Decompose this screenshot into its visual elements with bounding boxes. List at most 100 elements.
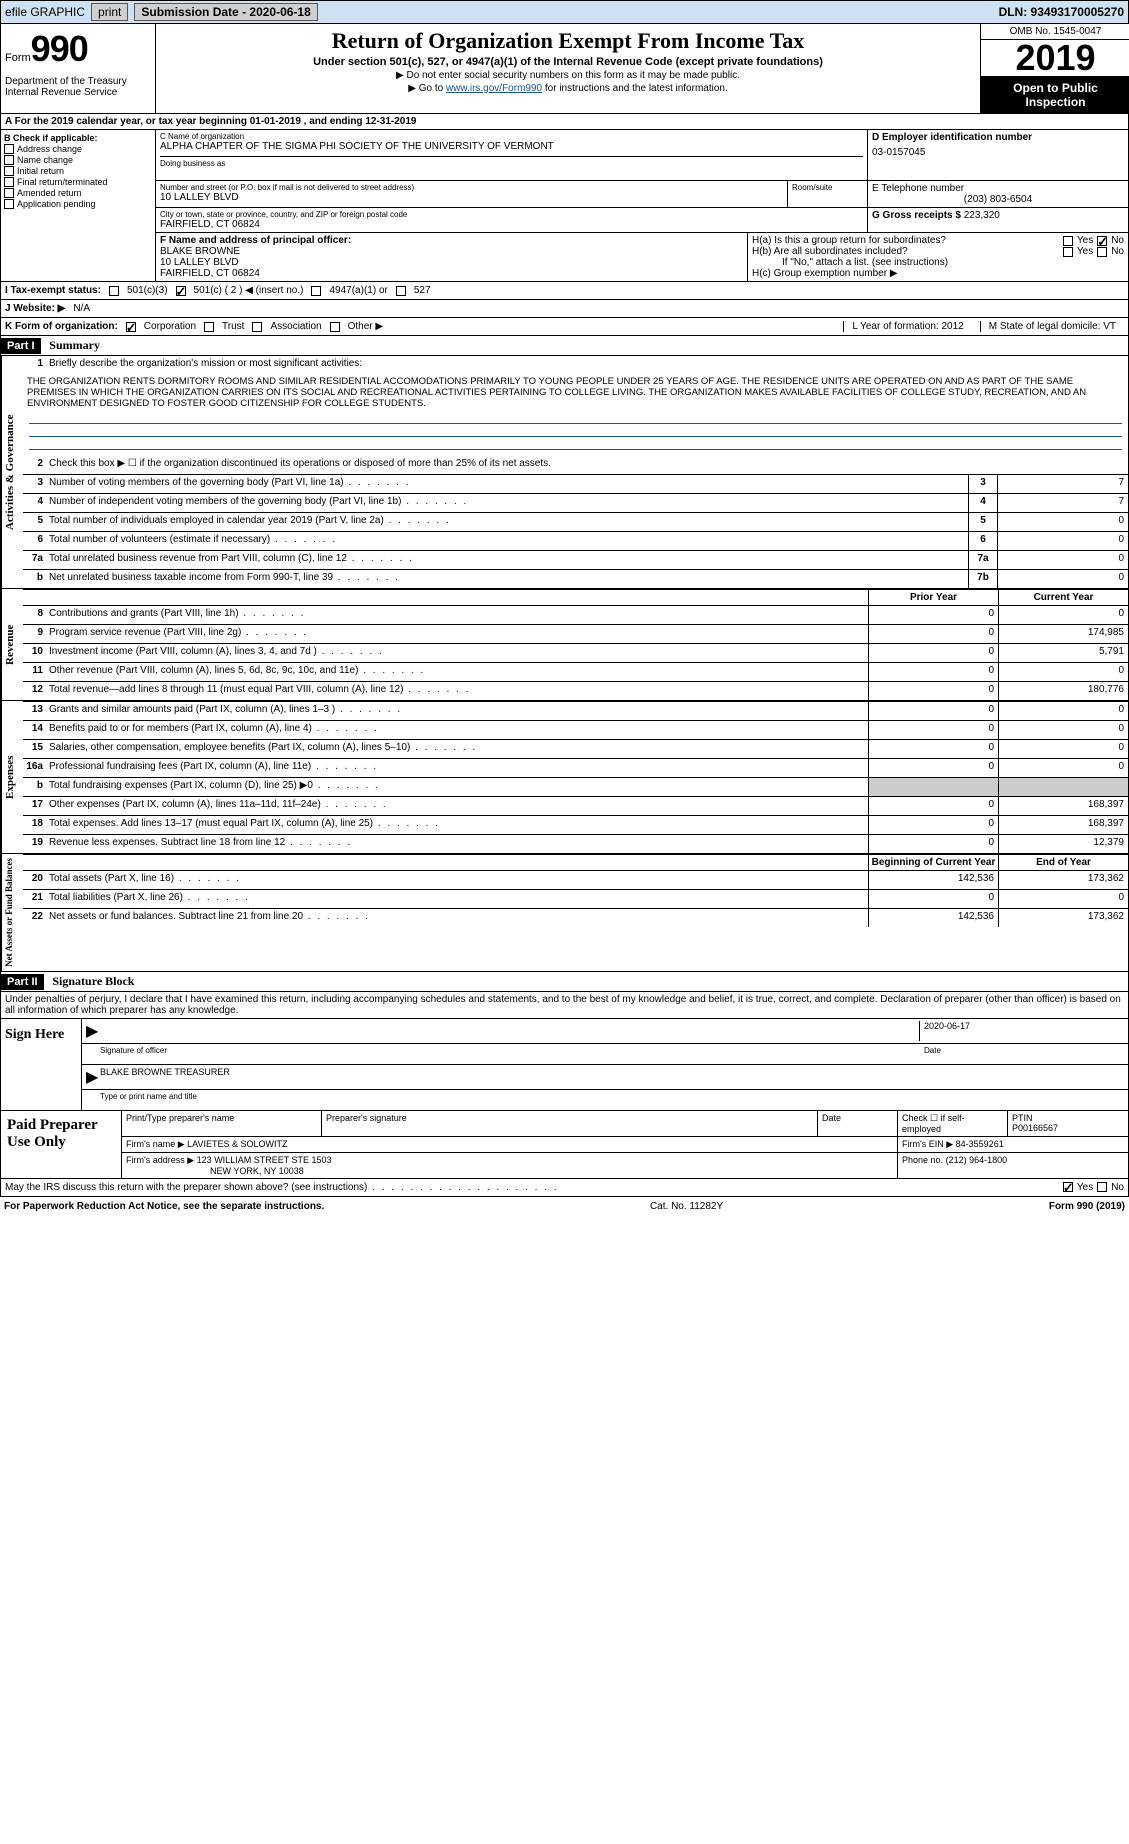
row-desc: Grants and similar amounts paid (Part IX… [47, 702, 868, 720]
end-year-header: End of Year [998, 855, 1128, 870]
prep-h4: Check ☐ if self-employed [898, 1111, 1008, 1136]
sig-name-title: BLAKE BROWNE TREASURER [100, 1067, 1124, 1087]
data-row: 11 Other revenue (Part VIII, column (A),… [23, 662, 1128, 681]
row-current: 12,379 [998, 835, 1128, 853]
row-num: 3 [23, 475, 47, 493]
checkbox-initial-return[interactable] [4, 166, 14, 176]
row-desc: Total revenue—add lines 8 through 11 (mu… [47, 682, 868, 700]
discuss-yes[interactable] [1063, 1182, 1073, 1192]
row-num: b [23, 778, 47, 796]
footer-left: For Paperwork Reduction Act Notice, see … [4, 1201, 324, 1212]
cb-trust[interactable] [204, 322, 214, 332]
line-k: K Form of organization: Corporation Trus… [0, 318, 1129, 336]
row-desc: Total assets (Part X, line 16) [47, 871, 868, 889]
ptin-value: P00166567 [1012, 1123, 1124, 1133]
discuss-text: May the IRS discuss this return with the… [5, 1182, 559, 1193]
checkbox-amended[interactable] [4, 188, 14, 198]
box-g-label: G Gross receipts $ [872, 210, 961, 221]
row-num: 4 [23, 494, 47, 512]
part1-title: Summary [43, 336, 106, 355]
yes-label: Yes [1077, 235, 1093, 246]
firm-phone-label: Phone no. [902, 1155, 943, 1165]
row-num: b [23, 570, 47, 588]
row-num: 15 [23, 740, 47, 758]
mission-text: THE ORGANIZATION RENTS DORMITORY ROOMS A… [23, 374, 1128, 411]
label-final-return: Final return/terminated [17, 177, 108, 187]
gov-row: 7a Total unrelated business revenue from… [23, 550, 1128, 569]
discuss-no[interactable] [1097, 1182, 1107, 1192]
checkbox-name-change[interactable] [4, 155, 14, 165]
form-subtitle: Under section 501(c), 527, or 4947(a)(1)… [162, 56, 974, 68]
data-row: 17 Other expenses (Part IX, column (A), … [23, 796, 1128, 815]
i-label: I Tax-exempt status: [5, 285, 101, 296]
year-formation: L Year of formation: 2012 [843, 321, 971, 332]
row-prior: 0 [868, 835, 998, 853]
cb-assoc[interactable] [252, 322, 262, 332]
print-button[interactable]: print [91, 3, 128, 21]
form990-link[interactable]: www.irs.gov/Form990 [446, 83, 542, 94]
gov-row: b Net unrelated business taxable income … [23, 569, 1128, 588]
officer-addr1: 10 LALLEY BLVD [160, 257, 743, 268]
row-num: 9 [23, 625, 47, 643]
label-amended: Amended return [17, 188, 82, 198]
sign-here-label: Sign Here [1, 1019, 81, 1110]
opt-corp: Corporation [144, 321, 196, 332]
row-num: 17 [23, 797, 47, 815]
row-box: 4 [968, 494, 998, 512]
row-desc: Benefits paid to or for members (Part IX… [47, 721, 868, 739]
website-value: N/A [73, 303, 90, 314]
data-row: b Total fundraising expenses (Part IX, c… [23, 777, 1128, 796]
row-num: 20 [23, 871, 47, 889]
row-desc: Professional fundraising fees (Part IX, … [47, 759, 868, 777]
row-desc: Revenue less expenses. Subtract line 18 … [47, 835, 868, 853]
row-box: 7b [968, 570, 998, 588]
line-a: A For the 2019 calendar year, or tax yea… [0, 114, 1129, 130]
row-box: 6 [968, 532, 998, 550]
row-num: 5 [23, 513, 47, 531]
checkbox-address-change[interactable] [4, 144, 14, 154]
part-2-header: Part II Signature Block [0, 972, 1129, 992]
ha-label: H(a) Is this a group return for subordin… [752, 235, 946, 246]
ha-yes[interactable] [1063, 236, 1073, 246]
room-label: Room/suite [792, 183, 863, 192]
row-num: 14 [23, 721, 47, 739]
prior-year-header: Prior Year [868, 590, 998, 605]
checkbox-application-pending[interactable] [4, 199, 14, 209]
row-num: 18 [23, 816, 47, 834]
q2-text: Check this box ▶ ☐ if the organization d… [47, 456, 1128, 474]
row-num: 11 [23, 663, 47, 681]
row-num: 6 [23, 532, 47, 550]
box-b-title: B Check if applicable: [4, 133, 152, 143]
label-name-change: Name change [17, 155, 73, 165]
row-val: 0 [998, 570, 1128, 588]
ha-no[interactable] [1097, 236, 1107, 246]
data-row: 8 Contributions and grants (Part VIII, l… [23, 605, 1128, 624]
footer-mid: Cat. No. 11282Y [650, 1201, 723, 1212]
cb-501c[interactable] [176, 286, 186, 296]
row-prior: 0 [868, 702, 998, 720]
box-e-label: E Telephone number [872, 183, 1124, 194]
cb-corp[interactable] [126, 322, 136, 332]
cb-501c3[interactable] [109, 286, 119, 296]
data-row: 18 Total expenses. Add lines 13–17 (must… [23, 815, 1128, 834]
footer: For Paperwork Reduction Act Notice, see … [0, 1197, 1129, 1216]
line-i: I Tax-exempt status: 501(c)(3) 501(c) ( … [0, 282, 1129, 300]
form-note-2-pre: ▶ Go to [408, 83, 446, 94]
efile-label: efile GRAPHIC [5, 5, 85, 19]
cb-4947[interactable] [311, 286, 321, 296]
hb-no[interactable] [1097, 247, 1107, 257]
opt-assoc: Association [270, 321, 321, 332]
form-note-1: ▶ Do not enter social security numbers o… [162, 70, 974, 81]
row-desc: Contributions and grants (Part VIII, lin… [47, 606, 868, 624]
cb-527[interactable] [396, 286, 406, 296]
row-num: 22 [23, 909, 47, 927]
checkbox-final-return[interactable] [4, 177, 14, 187]
data-row: 20 Total assets (Part X, line 16) 142,53… [23, 870, 1128, 889]
hc-label: H(c) Group exemption number ▶ [752, 268, 1124, 279]
officer-addr2: FAIRFIELD, CT 06824 [160, 268, 743, 279]
no-label: No [1111, 235, 1124, 246]
row-current: 173,362 [998, 871, 1128, 889]
row-current: 0 [998, 721, 1128, 739]
cb-other[interactable] [330, 322, 340, 332]
hb-yes[interactable] [1063, 247, 1073, 257]
